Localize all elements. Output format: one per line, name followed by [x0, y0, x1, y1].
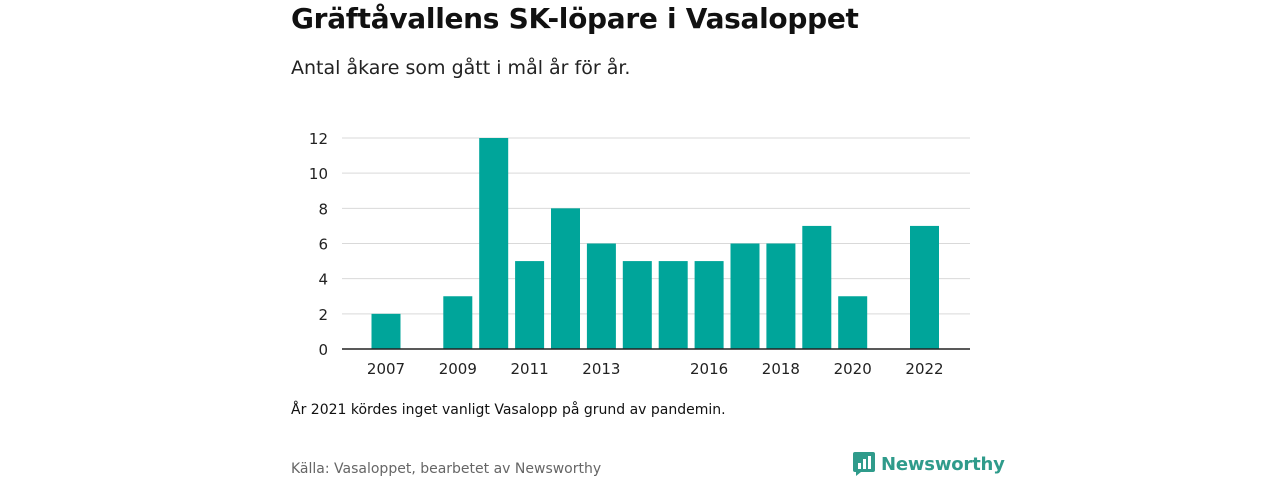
bar-2015 — [658, 261, 688, 349]
y-tick-label: 12 — [309, 130, 328, 148]
y-tick-label: 4 — [318, 271, 328, 289]
bar-2014 — [622, 261, 652, 349]
x-tick-label: 2016 — [690, 360, 728, 378]
x-tick-label: 2022 — [905, 360, 943, 378]
chart-subtitle: Antal åkare som gått i mål år för år. — [291, 57, 631, 79]
x-tick-label: 2018 — [762, 360, 800, 378]
bar-chart: 0 2 4 6 8 10 12 2007 2009 2011 2013 2016 2018 2020 202… — [309, 130, 970, 378]
y-tick-label: 8 — [318, 200, 328, 218]
x-tick-label: 2011 — [511, 360, 549, 378]
bar-2016 — [694, 261, 724, 349]
y-tick-label: 2 — [318, 306, 328, 324]
newsworthy-logo-icon — [853, 452, 875, 476]
bar-2020 — [838, 296, 868, 349]
bar-2011 — [515, 261, 545, 349]
source-text: Källa: Vasaloppet, bearbetet av Newswort… — [291, 461, 602, 477]
bar-2013 — [586, 243, 616, 349]
bar-2010 — [479, 138, 509, 349]
bar-2012 — [551, 208, 580, 349]
x-tick-label: 2013 — [582, 360, 620, 378]
bar-2018 — [766, 243, 796, 349]
y-tick-label: 10 — [309, 165, 328, 183]
x-tick-label: 2007 — [367, 360, 405, 378]
y-tick-label: 0 — [318, 341, 328, 359]
y-tick-label: 6 — [318, 236, 328, 254]
bar-2009 — [443, 296, 473, 349]
bar-2017 — [730, 243, 760, 349]
x-tick-label: 2009 — [439, 360, 477, 378]
bar-2007 — [371, 313, 401, 349]
bar-2022 — [910, 225, 939, 349]
chart-note: År 2021 kördes inget vanligt Vasalopp på… — [291, 402, 726, 418]
brand-name: Newsworthy — [881, 453, 1005, 475]
chart-title: Gräftåvallens SK-löpare i Vasaloppet — [291, 2, 859, 35]
x-tick-label: 2020 — [834, 360, 872, 378]
brand-logo[interactable]: Newsworthy — [853, 452, 1005, 476]
bar-2019 — [802, 225, 832, 349]
